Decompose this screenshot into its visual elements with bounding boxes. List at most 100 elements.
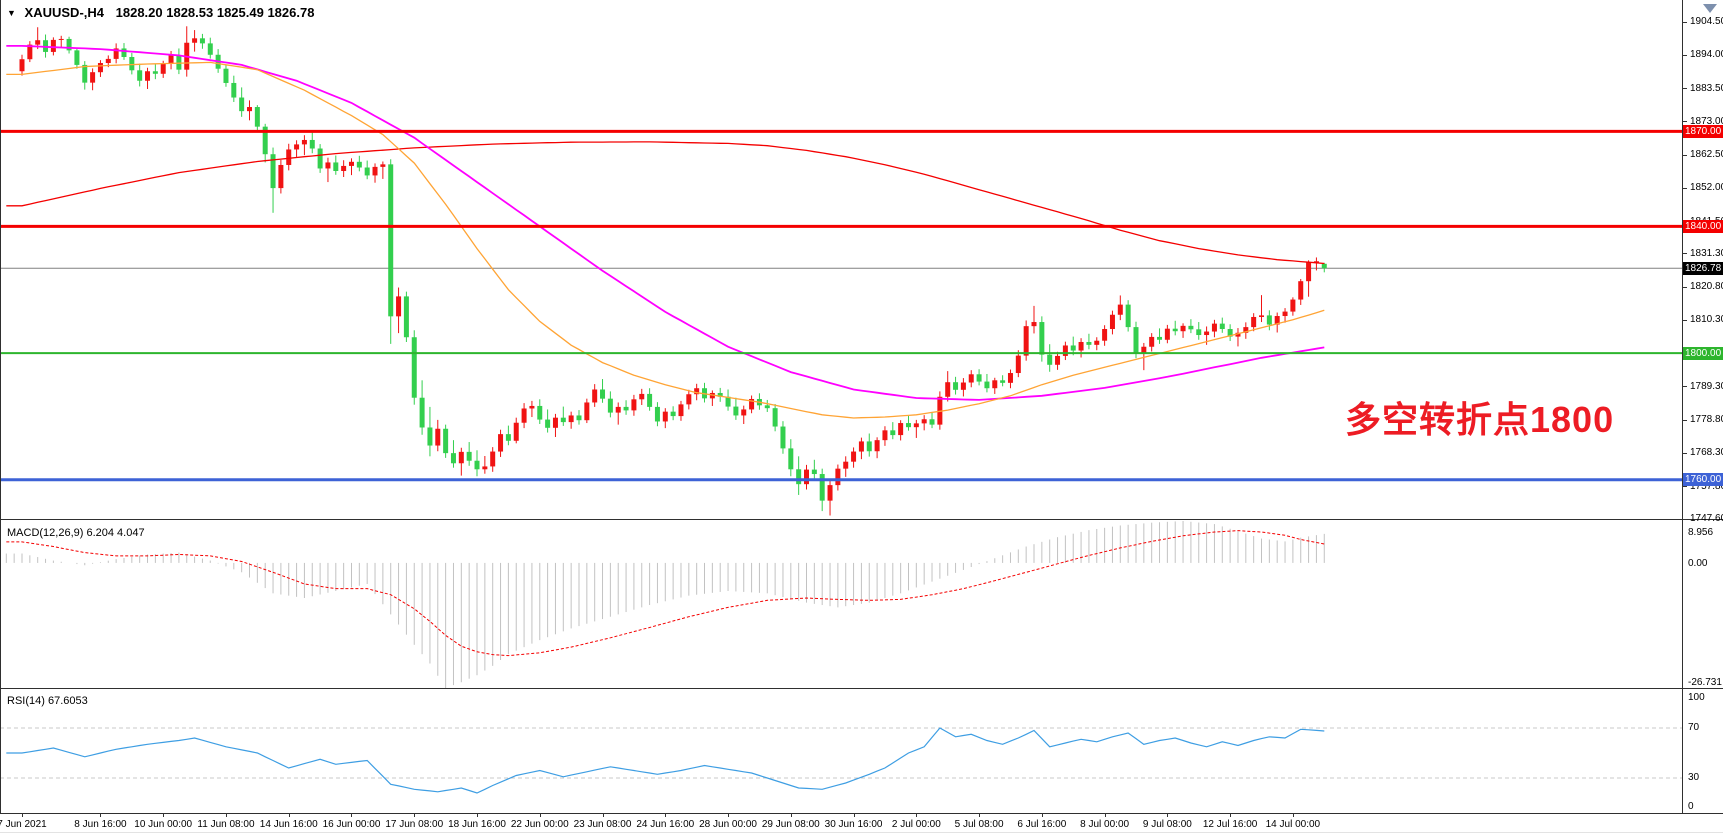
macd-histogram bbox=[5, 521, 1325, 688]
price-tick-mark bbox=[1682, 121, 1687, 123]
time-tick-mark bbox=[539, 813, 541, 817]
scroll-to-end-marker[interactable] bbox=[1703, 4, 1717, 13]
candle-body bbox=[953, 382, 959, 390]
candle-body bbox=[207, 43, 213, 55]
ma-fast-orange bbox=[6, 61, 1325, 419]
candle-body bbox=[1149, 336, 1155, 347]
price-tick-label: 1894.00 bbox=[1690, 49, 1723, 61]
candle-body bbox=[568, 415, 574, 423]
candle-body bbox=[1164, 328, 1170, 340]
candle-body bbox=[631, 399, 637, 411]
candle-body bbox=[764, 405, 770, 409]
price-tick-mark bbox=[1682, 88, 1687, 90]
rsi-panel[interactable] bbox=[0, 690, 1682, 813]
candle-body bbox=[686, 394, 692, 405]
price-tick-label: 1747.60 bbox=[1690, 513, 1723, 524]
candle-body bbox=[600, 389, 606, 399]
candle-body bbox=[411, 337, 417, 398]
candle-body bbox=[396, 296, 402, 317]
candle-body bbox=[239, 97, 245, 112]
price-chart-panel[interactable] bbox=[0, 0, 1682, 519]
time-tick-label: 8 Jul 00:00 bbox=[1080, 819, 1130, 830]
candle-body bbox=[372, 166, 378, 176]
candle-body bbox=[262, 126, 268, 155]
candle-body bbox=[1243, 327, 1249, 333]
candle-body bbox=[1298, 281, 1304, 300]
time-tick-mark bbox=[477, 813, 478, 817]
chart-title: ▼ XAUUSD-,H4 1828.20 1828.53 1825.49 182… bbox=[7, 5, 314, 20]
candle-body bbox=[741, 409, 747, 416]
candle-body bbox=[474, 460, 480, 470]
price-tick-mark bbox=[1682, 386, 1687, 388]
price-tick-label: 1852.00 bbox=[1690, 182, 1723, 194]
time-tick-label: 17 Jun 08:00 bbox=[385, 819, 444, 830]
candle-body bbox=[1211, 323, 1217, 332]
price-tick-label: 1831.30 bbox=[1690, 247, 1723, 259]
candle-body bbox=[199, 38, 205, 44]
time-tick-mark bbox=[22, 813, 23, 817]
candle-body bbox=[913, 423, 919, 428]
panel-separator-main-macd[interactable] bbox=[0, 519, 1723, 520]
time-tick-mark bbox=[288, 813, 290, 817]
price-tick-label: 1820.80 bbox=[1690, 281, 1723, 293]
candle-body bbox=[968, 374, 974, 383]
candle-body bbox=[466, 451, 472, 461]
time-tick-mark bbox=[916, 813, 918, 817]
candle-body bbox=[537, 405, 543, 420]
candle-body bbox=[270, 154, 276, 189]
candle-body bbox=[35, 40, 41, 45]
price-tick-mark bbox=[1682, 54, 1687, 56]
price-tick-mark bbox=[1682, 419, 1687, 421]
candle-body bbox=[866, 441, 872, 452]
panel-separator-macd-rsi[interactable] bbox=[0, 688, 1723, 689]
ma-slow-red bbox=[6, 141, 1325, 265]
candle-body bbox=[874, 440, 880, 452]
price-tick-label: 1778.80 bbox=[1690, 414, 1723, 426]
candle-body bbox=[309, 139, 315, 149]
candle-body bbox=[796, 469, 802, 485]
candle-body bbox=[1070, 345, 1076, 351]
candle-body bbox=[1172, 328, 1178, 332]
symbol-dropdown-icon[interactable]: ▼ bbox=[7, 8, 16, 18]
candle-body bbox=[1031, 322, 1037, 327]
candle-body bbox=[725, 396, 731, 407]
candle-body bbox=[1282, 311, 1288, 317]
candle-body bbox=[615, 406, 621, 413]
candle-body bbox=[66, 38, 72, 51]
candle-body bbox=[458, 451, 464, 464]
candle-body bbox=[231, 82, 237, 98]
candle-body bbox=[592, 389, 598, 403]
candle-body bbox=[113, 48, 119, 59]
candle-body bbox=[1086, 341, 1092, 345]
candle-body bbox=[819, 474, 825, 501]
price-tick-mark bbox=[1682, 21, 1687, 23]
price-tick-label: 1883.50 bbox=[1690, 82, 1723, 94]
candle-body bbox=[1125, 304, 1131, 328]
candle-body bbox=[403, 296, 409, 338]
indicator-tick-label: 30 bbox=[1688, 772, 1700, 783]
candle-body bbox=[905, 423, 911, 428]
price-axis-line bbox=[1682, 0, 1683, 813]
time-tick-label: 14 Jun 16:00 bbox=[259, 819, 318, 830]
candle-body bbox=[254, 107, 260, 127]
candle-body bbox=[1157, 336, 1163, 340]
price-tick-label: 1789.30 bbox=[1690, 380, 1723, 392]
candle-body bbox=[427, 427, 433, 446]
candle-body bbox=[804, 469, 809, 485]
candle-body bbox=[788, 448, 794, 470]
candle-body bbox=[74, 50, 80, 65]
macd-panel[interactable] bbox=[0, 521, 1682, 688]
candle-body bbox=[1000, 380, 1006, 383]
time-tick-mark bbox=[414, 813, 416, 817]
candle-body bbox=[1102, 329, 1108, 341]
candle-body bbox=[1266, 315, 1272, 325]
time-tick-label: 9 Jul 08:00 bbox=[1142, 819, 1192, 830]
candle-body bbox=[176, 55, 182, 70]
candle-body bbox=[27, 44, 33, 60]
candle-body bbox=[1055, 355, 1061, 365]
time-tick-mark bbox=[1167, 813, 1169, 817]
time-tick-label: 30 Jun 16:00 bbox=[824, 819, 883, 830]
candle-body bbox=[223, 68, 229, 83]
candle-body bbox=[929, 419, 935, 425]
price-level-label: 1800.00 bbox=[1683, 346, 1723, 360]
